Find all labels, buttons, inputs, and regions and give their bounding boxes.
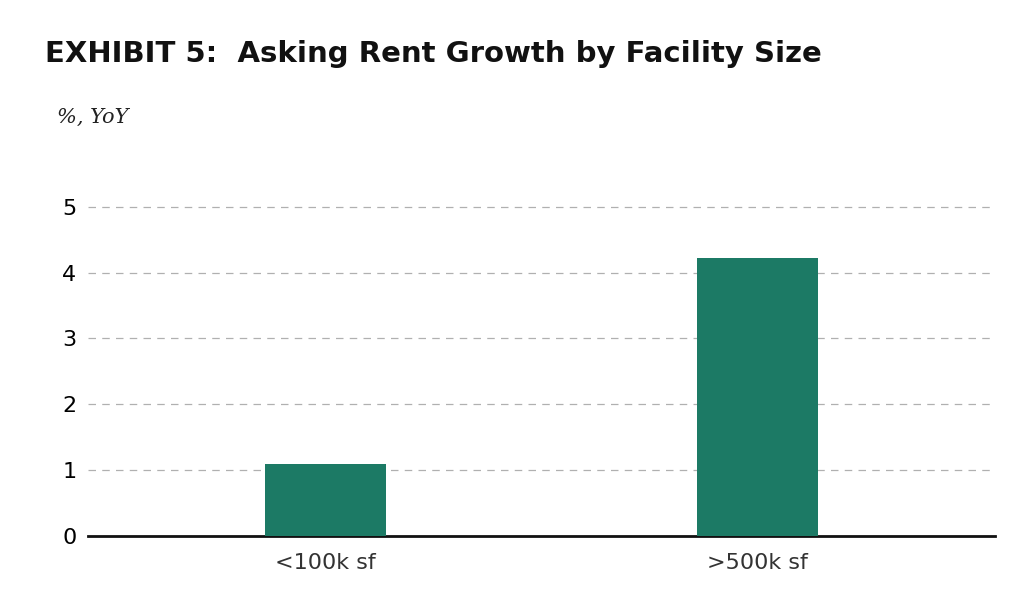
Text: EXHIBIT 5:  Asking Rent Growth by Facility Size: EXHIBIT 5: Asking Rent Growth by Facilit… [45, 41, 822, 68]
Bar [697, 258, 818, 536]
Bar [265, 464, 386, 536]
Text: %, YoY: %, YoY [57, 108, 128, 127]
